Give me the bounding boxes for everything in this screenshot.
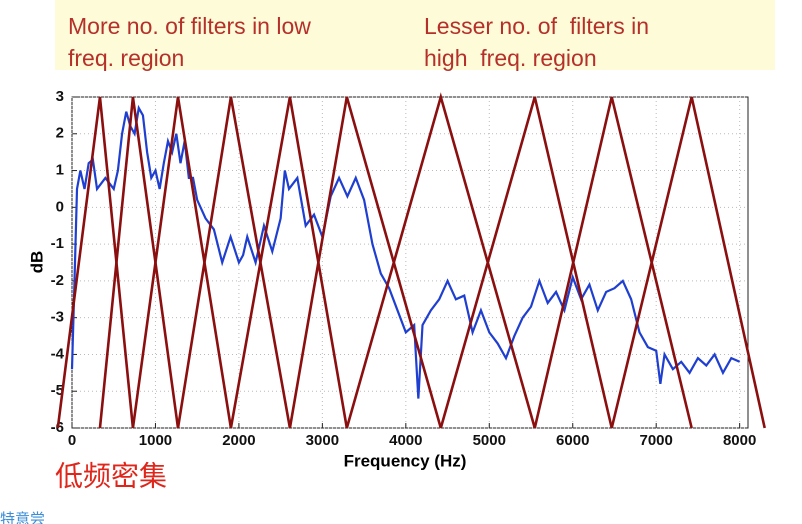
annotation: More no. of filters in low <box>68 13 311 39</box>
y-tick-label: 2 <box>56 125 64 142</box>
x-axis-label: Frequency (Hz) <box>344 451 467 470</box>
filter-triangle <box>98 96 180 429</box>
filter-triangle <box>345 92 537 429</box>
filter-triangle <box>288 96 443 429</box>
y-tick-label: -5 <box>51 382 64 399</box>
x-tick-label: 0 <box>68 432 76 449</box>
y-tick-label: -3 <box>51 309 64 326</box>
filter-triangle <box>610 96 766 429</box>
x-tick-label: 6000 <box>556 432 589 449</box>
spectrum-line <box>70 104 741 399</box>
filter-triangle <box>176 96 292 429</box>
plot-frame <box>71 96 749 429</box>
filter-triangle <box>439 96 613 429</box>
x-tick-label: 3000 <box>306 432 339 449</box>
x-tick-label: 5000 <box>473 432 506 449</box>
x-tick-label: 8000 <box>723 432 756 449</box>
annotation: high freq. region <box>424 45 597 71</box>
filter-triangle <box>131 96 233 429</box>
filter-triangle <box>533 96 693 429</box>
annotation: freq. region <box>68 45 184 71</box>
x-tick-label: 4000 <box>389 432 422 449</box>
filter-triangle <box>56 96 135 429</box>
banner <box>55 0 775 70</box>
x-tick-label: 7000 <box>640 432 673 449</box>
y-axis-label: dB <box>27 251 46 274</box>
y-tick-label: -4 <box>51 345 65 362</box>
annotation: Lesser no. of filters in <box>424 13 649 39</box>
y-tick-label: 1 <box>56 162 64 179</box>
y-tick-label: -1 <box>51 235 64 252</box>
x-tick-label: 2000 <box>222 432 255 449</box>
y-tick-label: -2 <box>51 272 64 289</box>
annotation: 特意尝 <box>0 510 45 524</box>
y-tick-label: 3 <box>56 88 64 105</box>
x-tick-label: 1000 <box>139 432 172 449</box>
filter-triangle <box>229 96 349 429</box>
annotation: 低频密集 <box>55 460 167 491</box>
y-tick-label: 0 <box>56 198 64 215</box>
